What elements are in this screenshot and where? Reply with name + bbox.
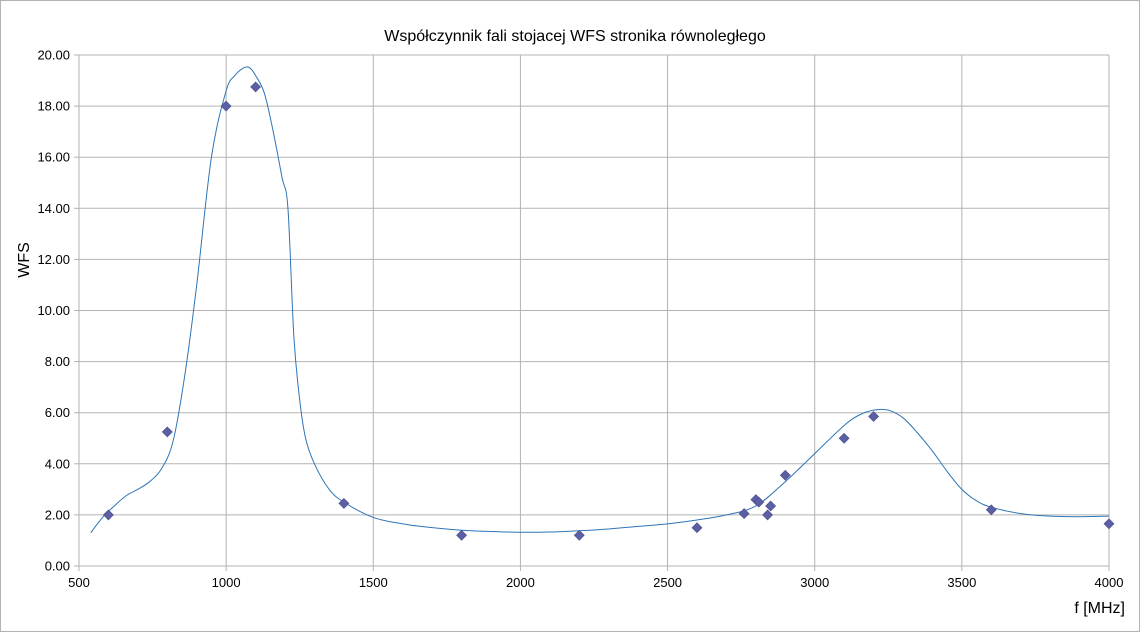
x-tick-labels: 500 1000 1500 2000 2500 3000 3500 4000 bbox=[68, 575, 1123, 590]
y-tick-label: 10.00 bbox=[37, 303, 70, 318]
y-tick-label: 6.00 bbox=[45, 405, 70, 420]
trend-curve bbox=[90, 66, 1110, 534]
x-tick-label: 1500 bbox=[359, 575, 388, 590]
data-point bbox=[762, 509, 774, 521]
data-point bbox=[765, 500, 777, 512]
y-tick-label: 4.00 bbox=[45, 456, 70, 471]
axes bbox=[74, 54, 1110, 571]
data-point bbox=[220, 100, 232, 112]
trend-curve-layer bbox=[90, 66, 1110, 534]
data-point bbox=[1103, 518, 1115, 530]
data-point bbox=[161, 426, 173, 438]
y-tick-label: 20.00 bbox=[37, 48, 70, 63]
y-tick-label: 18.00 bbox=[37, 99, 70, 114]
data-point bbox=[691, 522, 703, 534]
data-point bbox=[338, 497, 350, 509]
data-point bbox=[868, 411, 880, 422]
data-point bbox=[102, 509, 114, 521]
y-tick-label: 14.00 bbox=[37, 201, 70, 216]
data-point bbox=[250, 81, 262, 93]
x-tick-label: 2000 bbox=[506, 575, 535, 590]
y-axis-title: WFS bbox=[16, 242, 33, 278]
x-axis-title: f [MHz] bbox=[1074, 600, 1125, 617]
x-tick-label: 4000 bbox=[1095, 575, 1124, 590]
y-tick-labels: 0.00 2.00 4.00 6.00 8.00 10.00 12.00 14.00 16.00… bbox=[37, 48, 70, 574]
y-tick-label: 2.00 bbox=[45, 507, 70, 522]
y-tick-label: 0.00 bbox=[45, 559, 70, 574]
x-tick-label: 2500 bbox=[653, 575, 682, 590]
x-tick-label: 1000 bbox=[212, 575, 241, 590]
chart-title: Współczynnik fali stojacej WFS stronika … bbox=[384, 28, 766, 45]
x-tick-label: 500 bbox=[68, 575, 90, 590]
data-point bbox=[753, 496, 765, 508]
data-point bbox=[985, 504, 997, 516]
data-point bbox=[573, 529, 585, 541]
data-point bbox=[779, 469, 791, 481]
y-tick-label: 12.00 bbox=[37, 252, 70, 267]
data-points bbox=[102, 81, 1115, 541]
y-tick-label: 8.00 bbox=[45, 354, 70, 369]
data-point bbox=[456, 529, 468, 541]
x-tick-label: 3500 bbox=[947, 575, 976, 590]
grid-lines bbox=[78, 54, 1110, 567]
data-point bbox=[838, 432, 850, 444]
x-tick-label: 3000 bbox=[800, 575, 829, 590]
data-point bbox=[738, 508, 750, 520]
y-tick-label: 16.00 bbox=[37, 150, 70, 165]
